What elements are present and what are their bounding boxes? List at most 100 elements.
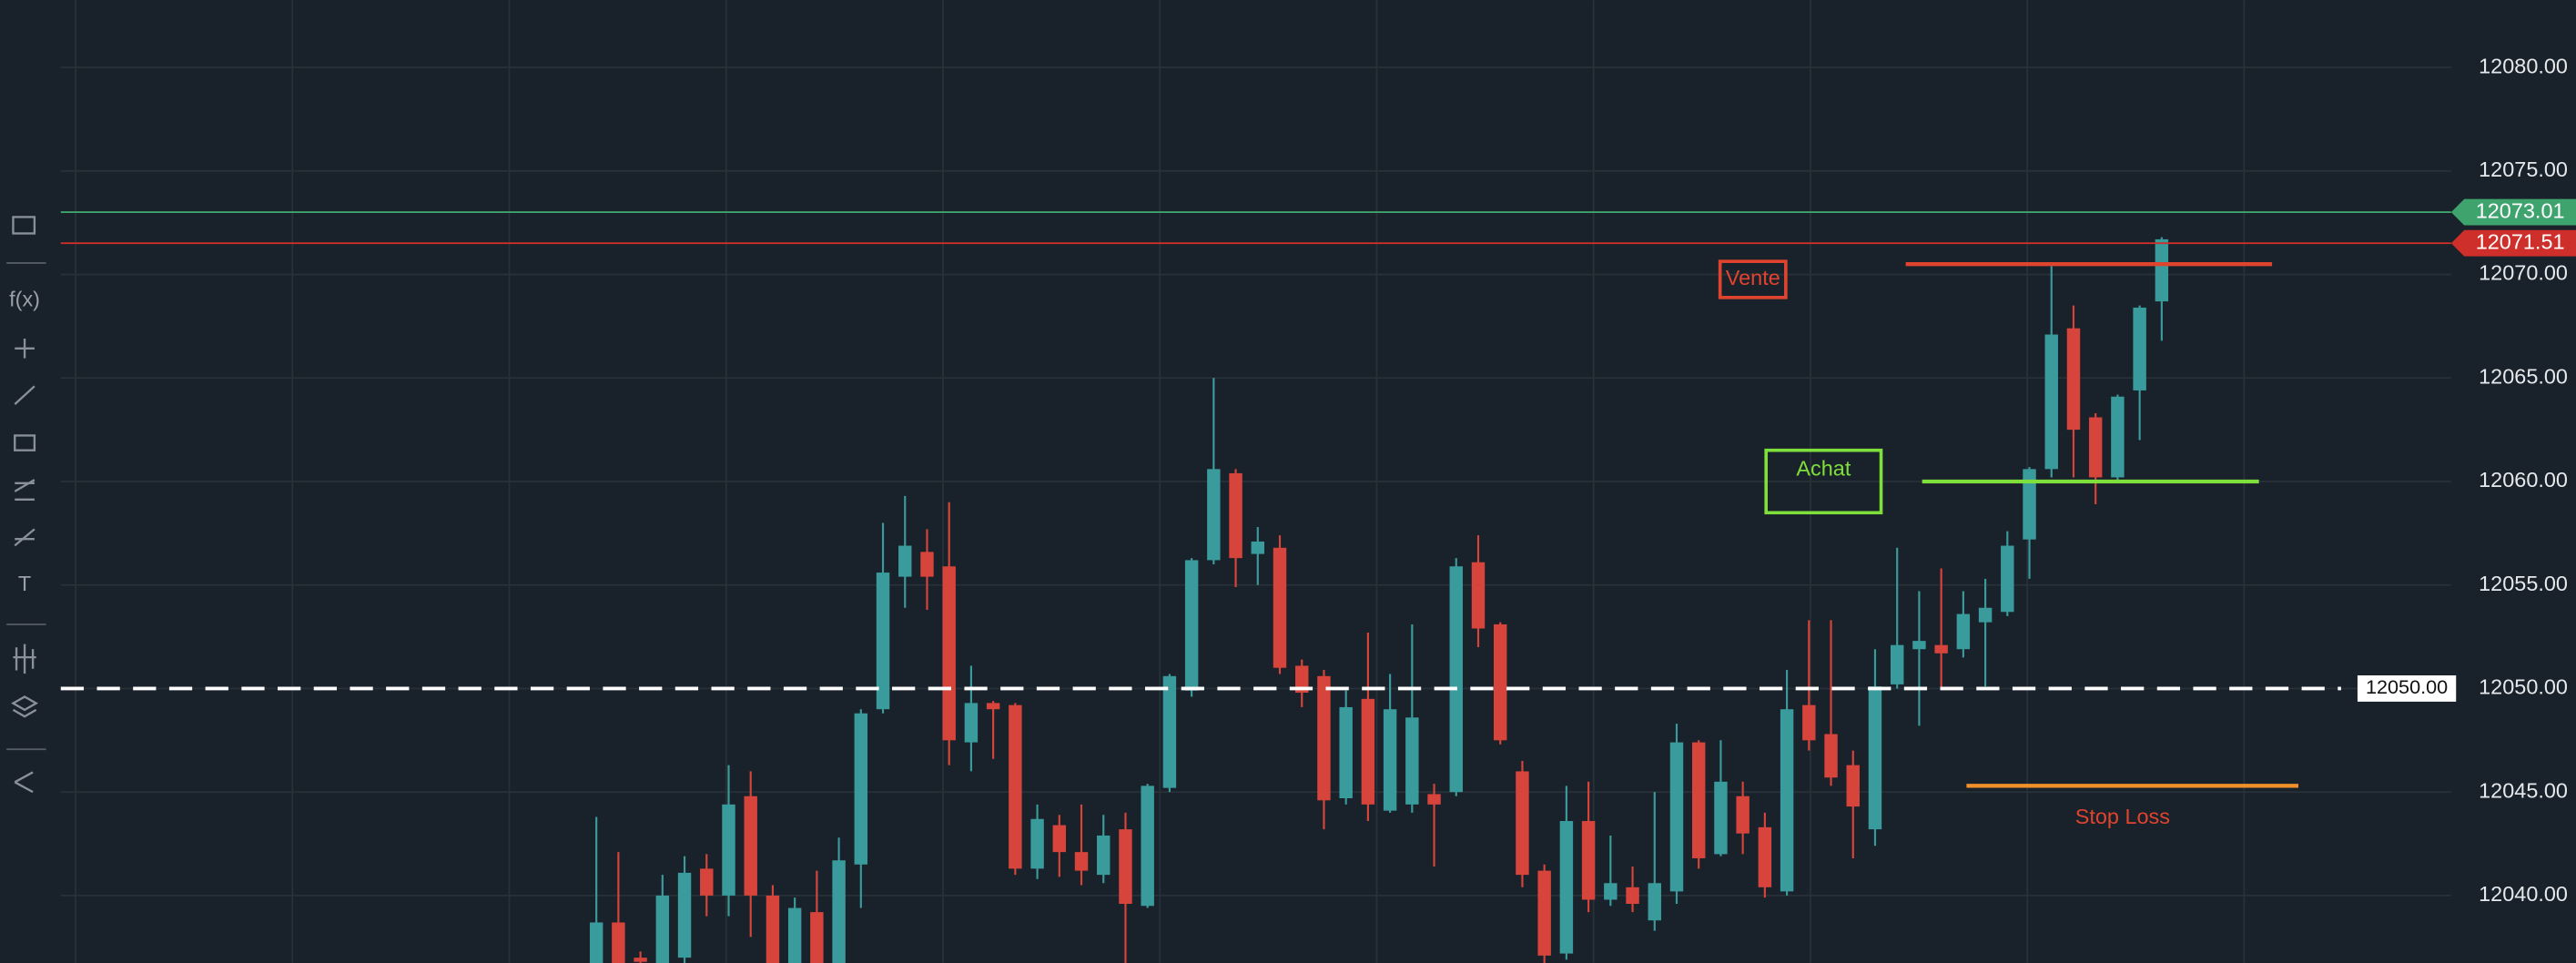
candle-body: [942, 566, 956, 741]
candle-body: [1494, 623, 1507, 741]
candle-body: [2133, 307, 2146, 390]
y-tick-label: 12040.00: [2479, 882, 2568, 906]
candle-body: [810, 912, 824, 963]
candle-body: [1295, 665, 1309, 693]
candle-body: [744, 796, 757, 896]
candle-body: [1074, 852, 1089, 871]
candle-body: [722, 804, 735, 896]
icon-layers[interactable]: [11, 695, 39, 718]
y-tick-label: 12050.00: [2479, 675, 2568, 699]
candle-body: [1581, 821, 1596, 900]
candle-body: [2155, 238, 2169, 302]
candle-body: [1824, 734, 1838, 778]
icon-text[interactable]: T: [18, 572, 31, 595]
annotation-box: [1718, 259, 1788, 299]
candle-body: [1405, 717, 1419, 805]
candle-body: [1052, 825, 1067, 853]
y-tick-label: 12065.00: [2479, 364, 2568, 388]
candle-body: [1009, 705, 1022, 869]
icon-panel[interactable]: [12, 216, 36, 235]
candle-body: [787, 907, 802, 963]
candle-body: [2111, 396, 2125, 478]
candle-body: [1758, 826, 1772, 887]
candle-body: [766, 895, 780, 963]
candle-body: [1251, 541, 1265, 554]
price-tag: [2450, 229, 2576, 257]
candle-body: [655, 895, 670, 963]
price-tag-label: 12050.00: [2366, 675, 2448, 698]
icon-indicators[interactable]: [13, 644, 36, 674]
annotation: Vente: [1726, 266, 1780, 289]
candle-body: [1449, 566, 1463, 793]
candle-body: [1559, 821, 1574, 954]
annotation-box: [1764, 448, 1883, 515]
candle-body: [1516, 771, 1529, 876]
candle-body: [1537, 870, 1551, 956]
candle-body: [1802, 705, 1816, 741]
candle-body: [1691, 742, 1706, 858]
y-tick-label: 12070.00: [2479, 261, 2568, 285]
candle-body: [876, 573, 890, 710]
candle-body: [589, 922, 603, 963]
toolbar: f(x) T: [6, 216, 46, 794]
icon-trendline[interactable]: [14, 385, 35, 406]
icon-function[interactable]: f(x): [9, 288, 40, 311]
candle-body: [1141, 786, 1154, 907]
candle-body: [898, 545, 912, 577]
candle-body: [1162, 675, 1177, 788]
candle-body: [1626, 887, 1639, 904]
candle-body: [1361, 698, 1375, 805]
candle-body: [2023, 469, 2036, 540]
candle-body: [1471, 562, 1486, 629]
y-tick-label: 12080.00: [2479, 54, 2568, 77]
icon-pitchfork[interactable]: [14, 528, 35, 547]
candle-body: [1427, 794, 1441, 805]
candle-body: [986, 703, 1000, 710]
price-tag-label: 12071.51: [2476, 229, 2565, 253]
candle-body: [1317, 675, 1331, 801]
candle-body: [1780, 709, 1794, 892]
candle-body: [700, 868, 714, 896]
candle-body: [1669, 742, 1684, 892]
icon-rectangle[interactable]: [14, 434, 36, 451]
candle-body: [634, 958, 647, 962]
y-tick-label: 12045.00: [2479, 778, 2568, 802]
candle-body: [2044, 334, 2058, 470]
candle-body: [1736, 796, 1749, 834]
candle-body: [2001, 545, 2014, 613]
candle-body: [832, 860, 846, 963]
candle-body: [1604, 883, 1618, 900]
candle-body: [1030, 818, 1044, 869]
candle-body: [2088, 417, 2103, 478]
candle-body: [1846, 765, 1860, 807]
icon-crosshair[interactable]: [15, 338, 35, 359]
icon-share[interactable]: [14, 771, 34, 794]
candle-body: [1097, 835, 1111, 876]
price-tag: [2357, 675, 2457, 702]
candle-body: [677, 872, 692, 958]
price-tag: [2450, 198, 2576, 226]
candle-body: [1207, 469, 1221, 561]
y-tick-label: 12055.00: [2479, 572, 2568, 595]
candle-body: [1978, 607, 1993, 623]
candle-body: [1119, 829, 1132, 904]
icon-fib[interactable]: [14, 479, 35, 502]
candle-body: [1956, 613, 1971, 650]
annotation: Achat: [1796, 457, 1851, 481]
candle-body: [2066, 328, 2081, 431]
y-tick-label: 12075.00: [2479, 157, 2568, 181]
candle-body: [1339, 706, 1353, 798]
candle-body: [920, 552, 934, 577]
candle-body: [612, 922, 625, 963]
candle-body: [854, 713, 868, 865]
candle-body: [1714, 781, 1728, 855]
candle-body: [1890, 644, 1904, 684]
candle-body: [1912, 641, 1926, 650]
candle-body: [1184, 560, 1199, 691]
candle-body: [1934, 644, 1948, 654]
candle-body: [1273, 547, 1287, 668]
candle-body: [1383, 709, 1397, 811]
candle-body: [964, 703, 979, 743]
